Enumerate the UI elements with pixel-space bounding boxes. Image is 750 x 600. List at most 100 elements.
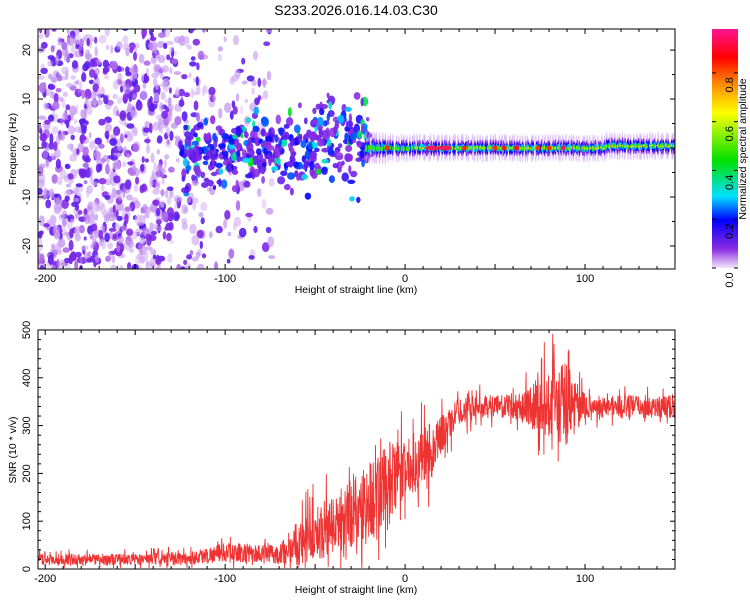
spectrogram-cell <box>75 39 80 45</box>
spectrogram-cell <box>605 145 608 147</box>
spectrogram-cell <box>240 105 244 115</box>
spectrogram-y-tick-label: 10 <box>21 93 33 105</box>
spectrogram-cell <box>97 99 103 106</box>
spectrogram-cell <box>328 175 335 184</box>
snr-y-tick-label: 0 <box>21 566 33 572</box>
spectrogram-cell <box>69 218 75 224</box>
spectrogram-cell <box>246 75 255 82</box>
spectrogram-cell <box>360 97 364 107</box>
spectrogram-cell <box>341 160 345 166</box>
spectrogram-cell <box>124 213 129 225</box>
spectrogram-cell <box>336 161 343 171</box>
spectrogram-cell <box>70 134 75 141</box>
spectrogram-cell <box>159 200 165 208</box>
spectrogram-cell <box>266 70 272 81</box>
spectrogram-cell <box>45 88 51 96</box>
spectrogram-x-label: Height of straight line (km) <box>295 284 418 296</box>
spectrogram-cell <box>39 128 43 135</box>
spectrogram-cell <box>119 110 127 121</box>
spectrogram-cell <box>546 145 552 151</box>
spectrogram-cell <box>459 146 462 151</box>
spectrogram-cell <box>43 223 50 228</box>
spectrogram-cell <box>262 90 269 100</box>
spectrogram-cell <box>117 142 123 152</box>
spectrogram-cell <box>349 121 353 128</box>
spectrogram-cell <box>163 42 168 49</box>
spectrogram-cell <box>128 248 135 253</box>
spectrogram-cell <box>240 133 244 139</box>
spectrogram-cell <box>184 131 192 139</box>
spectrogram-cell <box>210 171 218 177</box>
spectrogram-cell <box>361 159 365 168</box>
spectrogram-cell <box>337 167 342 173</box>
spectrogram-cell <box>166 139 170 145</box>
spectrogram-cell <box>108 227 117 232</box>
spectrogram-cell <box>76 79 80 84</box>
spectrogram-cell <box>123 84 131 95</box>
spectrogram-cell <box>186 254 193 260</box>
spectrogram-cell <box>405 147 409 151</box>
spectrogram-cell <box>112 105 120 117</box>
spectrogram-cell <box>181 222 188 230</box>
spectrogram-cell <box>265 135 273 143</box>
spectrogram-cell <box>64 163 71 170</box>
spectrogram-cell <box>100 225 106 231</box>
spectrogram-cell <box>521 146 524 151</box>
spectrogram-cell <box>132 93 137 100</box>
spectrogram-cell <box>486 148 489 150</box>
spectrogram-cell <box>229 110 234 120</box>
spectrogram-cell <box>369 145 373 150</box>
spectrogram-cell <box>62 112 67 121</box>
spectrogram-cell <box>139 184 145 194</box>
spectrogram-cell <box>200 217 205 225</box>
spectrogram-cell <box>337 114 345 124</box>
spectrogram-cell <box>149 234 157 241</box>
spectrogram-cell <box>284 131 290 140</box>
spectrogram-cell <box>421 147 424 150</box>
spectrogram-cell <box>266 29 272 33</box>
spectrogram-cell <box>218 128 223 136</box>
spectrogram-cell <box>82 162 90 168</box>
spectrogram-cell <box>56 74 63 82</box>
spectrogram-cell <box>332 163 339 169</box>
spectrogram-cell <box>211 158 215 165</box>
spectrogram-cell <box>141 29 147 38</box>
spectrogram-cell <box>164 189 169 198</box>
spectrogram-cell <box>130 109 138 119</box>
spectrogram-cell <box>312 119 319 125</box>
spectrogram-cell <box>231 185 238 193</box>
spectrogram-cell <box>118 194 123 201</box>
spectrogram-cell <box>514 145 520 151</box>
spectrogram-cell <box>85 49 91 60</box>
spectrogram-cell <box>49 133 54 145</box>
spectrogram-cell <box>125 131 133 142</box>
spectrogram-cell <box>103 214 108 223</box>
spectrogram-cell <box>273 148 277 157</box>
spectrogram-cell <box>149 179 154 188</box>
spectrogram-cell <box>191 234 200 246</box>
spectrogram-cell <box>526 147 530 149</box>
spectrogram-cell <box>173 195 182 203</box>
spectrogram-y-tick-label: -10 <box>21 189 33 205</box>
spectrogram-cell <box>124 179 132 190</box>
spectrogram-cell <box>215 225 223 234</box>
spectrogram-cell <box>189 61 197 67</box>
spectrogram-cell <box>236 93 240 102</box>
spectrogram-cell <box>74 203 80 212</box>
spectrogram-cell <box>293 124 301 133</box>
snr-x-tick-label: -200 <box>34 573 56 585</box>
spectrogram-cell <box>53 92 59 104</box>
spectrogram-cell <box>192 38 200 46</box>
spectrogram-cell <box>48 142 54 150</box>
spectrogram-cell <box>123 146 127 156</box>
spectrogram-cell <box>155 207 161 217</box>
spectrogram-cell <box>103 95 109 105</box>
spectrogram-cell <box>345 145 353 152</box>
spectrogram-cell <box>148 122 153 134</box>
spectrogram-cell <box>134 46 138 53</box>
spectrogram-cell <box>138 255 146 264</box>
spectrogram-cell <box>158 102 164 112</box>
spectrogram-cell <box>75 183 83 188</box>
spectrogram-cell <box>139 237 145 244</box>
spectrogram-cell <box>62 247 70 253</box>
